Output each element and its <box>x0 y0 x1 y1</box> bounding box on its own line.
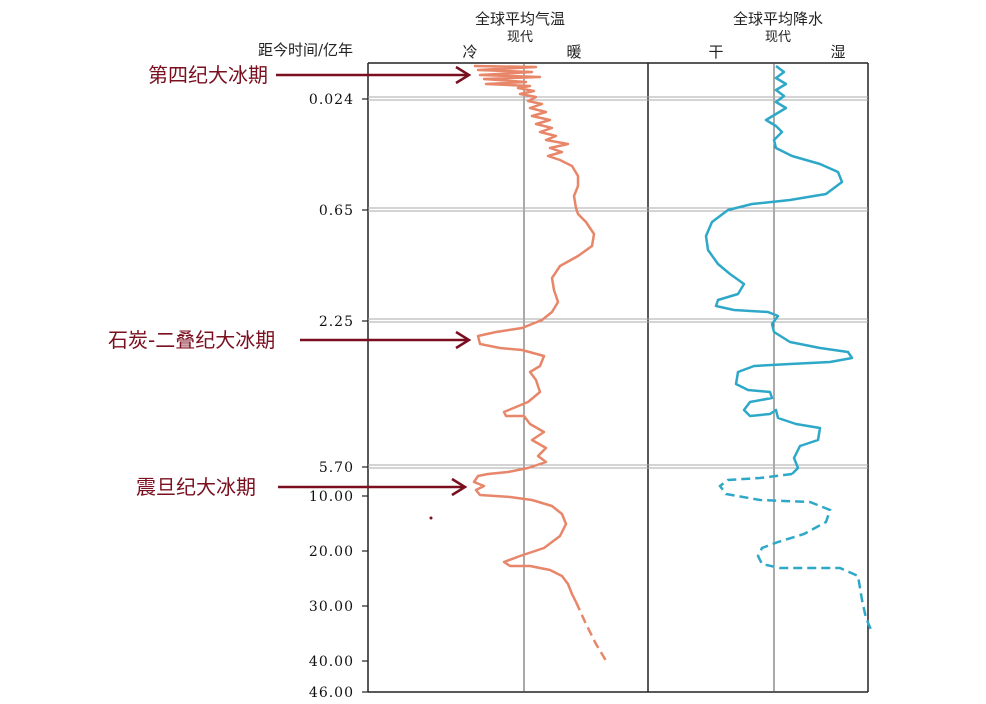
temperature-warm-label: 暖 <box>566 43 581 61</box>
precipitation-wet-label: 湿 <box>830 43 845 61</box>
time-tick-label: 20.00 <box>309 544 354 560</box>
temperature-title: 全球平均气温 <box>475 10 565 28</box>
ice-age-annotation-sinian: 震旦纪大冰期 <box>136 475 468 499</box>
stray-dot <box>429 516 433 520</box>
precipitation-modern-label: 现代 <box>765 30 791 45</box>
ice-age-annotation-carboniferous-permian: 石炭-二叠纪大冰期 <box>108 328 472 352</box>
precipitation-title: 全球平均降水 <box>733 10 823 28</box>
ice-age-label: 第四纪大冰期 <box>148 63 268 87</box>
temperature-curve-solid <box>472 64 596 603</box>
precipitation-curve-dashed <box>718 472 874 633</box>
precipitation-curve-solid <box>704 65 854 475</box>
ice-age-label: 震旦纪大冰期 <box>136 475 256 499</box>
time-tick-label: 30.00 <box>309 599 354 615</box>
time-tick-label: 46.00 <box>309 685 354 701</box>
time-tick-label: 10.00 <box>309 489 354 505</box>
time-tick-label: 0.65 <box>319 203 354 219</box>
time-tick-label: 2.25 <box>319 314 354 330</box>
time-tick-label: 0.024 <box>309 92 354 108</box>
time-axis-ticks: 0.024 0.65 2.25 5.70 10.00 20.00 30.00 40.00 46.… <box>309 92 368 701</box>
ice-age-annotation-quaternary: 第四纪大冰期 <box>148 63 472 87</box>
time-tick-label: 40.00 <box>309 654 354 670</box>
temperature-modern-label: 现代 <box>507 30 533 45</box>
axis-title: 距今时间/亿年 <box>258 41 353 59</box>
ice-age-label: 石炭-二叠纪大冰期 <box>108 328 275 352</box>
time-tick-label: 5.70 <box>319 460 354 476</box>
temperature-cold-label: 冷 <box>462 43 477 61</box>
precipitation-dry-label: 干 <box>708 43 723 61</box>
era-boundaries <box>368 96 868 469</box>
temperature-curve-dashed <box>574 601 610 665</box>
